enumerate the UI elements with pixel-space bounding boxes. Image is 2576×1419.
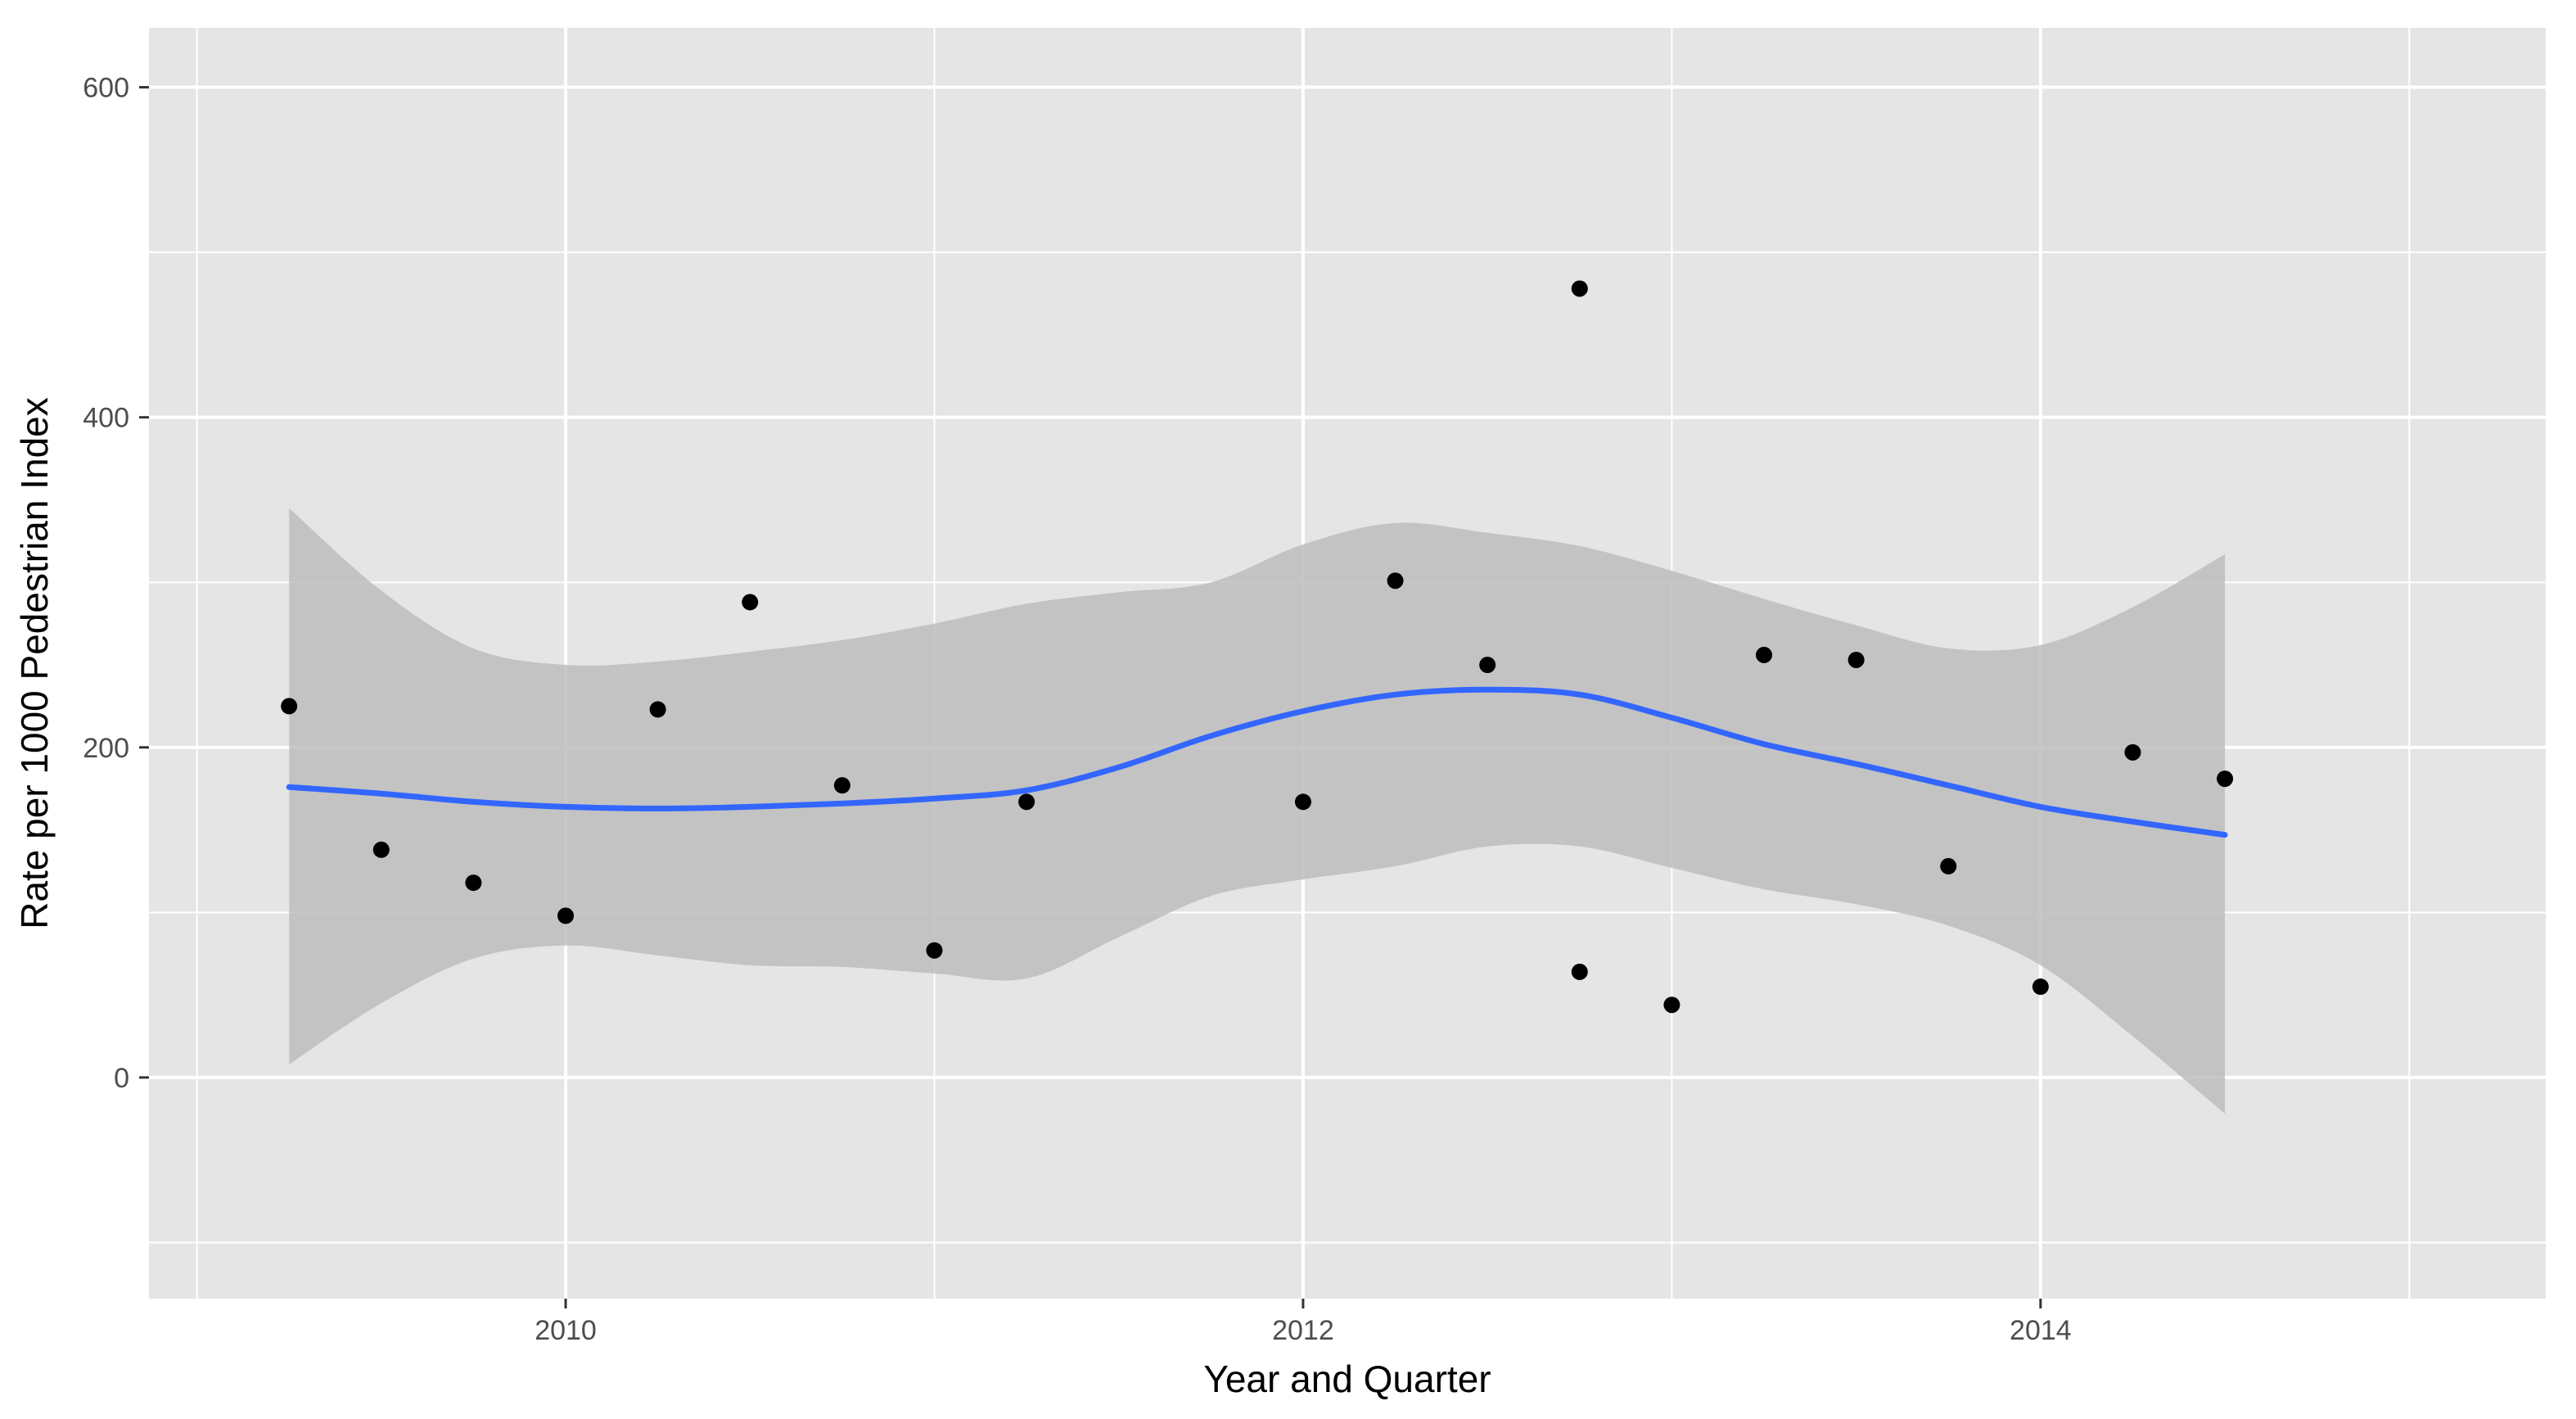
data-point — [1387, 572, 1404, 590]
data-point — [1571, 280, 1588, 297]
data-point — [1756, 646, 1773, 663]
x-tick-label: 2010 — [535, 1315, 597, 1346]
data-point — [1940, 857, 1957, 874]
y-axis-title: Rate per 1000 Pedestrian Index — [13, 397, 56, 929]
data-point — [649, 701, 666, 718]
data-point — [465, 874, 482, 892]
x-tick-label: 2014 — [2010, 1315, 2072, 1346]
y-tick-label: 200 — [83, 733, 129, 764]
data-point — [281, 698, 298, 715]
data-point — [926, 942, 943, 959]
data-point — [372, 841, 390, 858]
data-point — [1479, 657, 1496, 674]
data-point — [2124, 743, 2141, 761]
data-point — [742, 594, 759, 611]
smooth-line — [286, 686, 2228, 838]
data-point — [2032, 978, 2049, 996]
data-point — [1018, 793, 1035, 811]
x-axis-title: Year and Quarter — [1203, 1358, 1491, 1400]
x-axis: 2010 2012 2014 — [535, 1299, 2072, 1346]
data-point — [1294, 793, 1311, 811]
x-tick-label: 2012 — [1272, 1315, 1334, 1346]
data-point — [1663, 996, 1680, 1014]
confidence-band — [289, 508, 2226, 1114]
y-tick-label: 400 — [83, 403, 129, 434]
data-point — [1847, 651, 1865, 668]
data-point — [1571, 963, 1588, 980]
data-point — [557, 907, 575, 924]
y-tick-label: 600 — [83, 73, 129, 104]
y-axis: 0 200 400 600 — [83, 73, 149, 1094]
data-points — [281, 280, 2234, 1014]
data-point — [2217, 771, 2234, 788]
y-tick-label: 0 — [114, 1063, 129, 1094]
data-point — [833, 777, 850, 794]
